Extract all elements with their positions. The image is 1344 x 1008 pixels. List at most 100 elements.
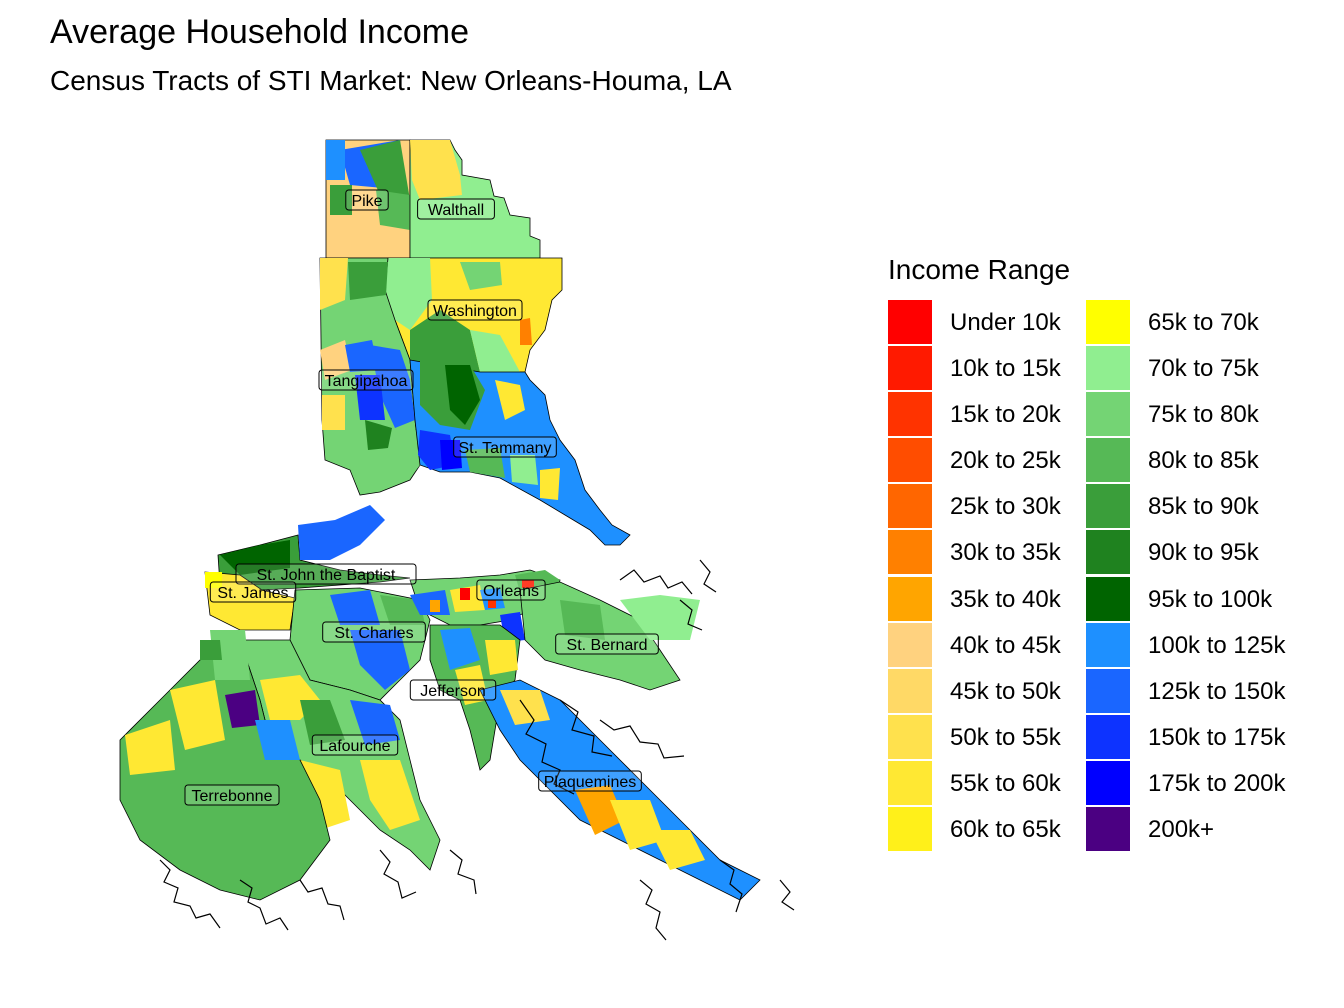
chart-subtitle: Census Tracts of STI Market: New Orleans… [50,65,732,96]
legend-label: Under 10k [950,309,1061,336]
parish-label-box [311,734,399,756]
legend-label: 10k to 15k [950,355,1061,383]
legend-swatch [1086,714,1130,759]
tract [255,720,300,760]
parish-label-box [427,299,523,321]
parish-label: St. Tammany [458,440,551,457]
legend-swatch [888,392,932,437]
legend-label: 200k+ [1148,816,1215,844]
tract [520,318,532,345]
parish-label-box [555,633,659,655]
parish-label-box [476,579,546,601]
legend-label: 75k to 80k [1148,401,1259,429]
tract [345,340,378,372]
tract [355,375,385,420]
tract [455,665,488,705]
legend-swatch [888,576,932,621]
tract [370,345,415,428]
tract [575,785,625,835]
parish-label: St. John the Baptist [257,567,396,584]
parish-label-box [209,581,297,603]
legend-swatch [888,438,932,483]
tract [440,628,480,670]
parish-label-box [184,784,280,806]
legend-swatch [888,668,932,713]
tract [350,700,400,745]
legend-label: 35k to 40k [950,585,1061,613]
parish-label: St. Charles [334,625,413,642]
legend-swatch [888,622,932,667]
tract [430,600,440,612]
legend-swatch [888,714,932,759]
tract [220,540,290,575]
parish-label: Lafourche [319,738,390,755]
tract [485,640,518,675]
tract [360,140,410,200]
legend-swatch [1086,346,1130,391]
legend-label: 150k to 175k [1148,723,1286,751]
tract [488,600,496,608]
tract [620,595,700,640]
legend-label: 15k to 20k [950,401,1061,429]
legend-swatch [888,484,932,529]
parish-labels: Pike Walthall Washington Tangipahoa St. Tamm… [184,189,659,806]
tract [205,572,222,588]
parish-label: Tangipahoa [325,373,408,390]
parish-label-box [453,436,557,458]
tract [410,140,462,200]
legend-label: 175k to 200k [1148,769,1286,797]
tract [510,455,538,485]
tract [322,395,345,430]
tract [326,140,345,180]
tract [330,590,380,625]
legend-label: 85k to 90k [1148,493,1259,521]
tract [470,330,520,372]
tract [385,258,432,330]
legend-swatch [1086,438,1130,483]
parish-label-box [322,621,426,643]
legend-label: 45k to 50k [950,677,1061,705]
legend-label: 60k to 65k [950,816,1061,844]
legend-swatch [1086,760,1130,805]
legend-swatch [1086,484,1130,529]
legend-swatch [1086,576,1130,621]
parish-label: Pike [351,193,382,210]
tract [495,380,525,420]
parish-label: St. Bernard [567,637,648,654]
legend-label: 50k to 55k [950,723,1061,751]
choropleth-map: Pike Walthall Washington Tangipahoa St. Tamm… [119,139,795,941]
parish-label: Terrebonne [192,788,273,805]
tract [225,690,260,728]
legend-swatch [1086,392,1130,437]
chart-title: Average Household Income [50,13,469,51]
tract [298,505,385,560]
tract [540,468,560,500]
legend-swatch [1086,807,1130,852]
legend-title: Income Range [888,254,1071,285]
legend-label: 90k to 95k [1148,539,1259,567]
parish-label: Washington [433,303,517,320]
parish-label: Orleans [483,583,539,600]
legend-label: 25k to 30k [950,493,1061,521]
parish-label-box [538,770,642,792]
tract [350,630,410,690]
legend-label: 65k to 70k [1148,309,1259,336]
tract [610,800,665,850]
tract [522,580,534,588]
tract [445,365,480,425]
tract [560,600,605,640]
legend-swatch [1086,530,1130,575]
parish-label-box [318,369,414,391]
tract [460,262,502,290]
parish-label: Walthall [428,202,484,219]
legend-label: 70k to 75k [1148,355,1259,383]
tract [465,448,505,478]
parish-label: Plaquemines [544,774,637,791]
tract [480,588,505,610]
legend-swatch [888,300,932,344]
tract [348,262,388,300]
legend-label: 55k to 60k [950,769,1061,797]
legend-swatch [1086,300,1130,344]
legend-label: 125k to 150k [1148,677,1286,705]
tract [330,185,352,215]
